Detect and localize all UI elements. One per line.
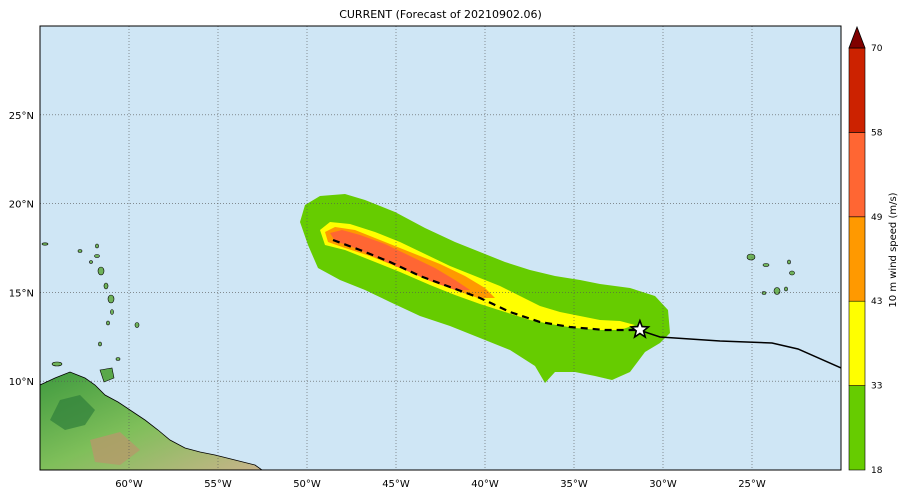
colorbar-segments (848, 47, 866, 471)
latitude-tick-labels: 25°N 20°N 15°N 10°N (9, 111, 34, 388)
map-title: CURRENT (Forecast of 20210902.06) (339, 8, 542, 21)
colorbar-segment (848, 385, 866, 471)
colorbar: 18 33 43 49 58 70 10 m wind speed (m/s) (848, 25, 899, 476)
colorbar-tick-label: 18 (871, 466, 883, 476)
longitude-tick-label: 25°W (738, 479, 766, 490)
longitude-tick-label: 35°W (560, 479, 588, 490)
colorbar-label: 10 m wind speed (m/s) (888, 192, 899, 307)
trinidad-island (99, 367, 115, 383)
colorbar-tick-label: 33 (871, 382, 882, 392)
wind-swath (300, 194, 670, 383)
colorbar-tick-label: 58 (871, 128, 883, 138)
forecast-track (332, 238, 639, 332)
colorbar-segment (848, 47, 866, 133)
cape-verde-islands (746, 253, 795, 295)
colorbar-tick-label: 43 (871, 297, 882, 307)
map-frame (39, 25, 842, 471)
longitude-tick-label: 45°W (382, 479, 410, 490)
grid-lines (40, 26, 841, 470)
latitude-tick-label: 15°N (9, 288, 34, 299)
past-track (638, 329, 841, 369)
land-patch-brown (90, 432, 140, 465)
longitude-tick-labels: 60°W 55°W 50°W 45°W 40°W 35°W 30°W 25°W (115, 479, 766, 490)
swath-49-58-band (330, 230, 470, 290)
colorbar-extend-triangle (848, 25, 866, 49)
colorbar-tick-label: 49 (871, 213, 883, 223)
colorbar-segment (848, 132, 866, 218)
longitude-tick-label: 40°W (471, 479, 499, 490)
colorbar-tick-label: 70 (871, 44, 883, 54)
latitude-tick-label: 25°N (9, 111, 34, 122)
longitude-tick-label: 55°W (204, 479, 232, 490)
latitude-tick-label: 20°N (9, 200, 34, 211)
land-patch-dark (50, 395, 95, 430)
current-position-star-icon (629, 318, 651, 339)
longitude-tick-label: 50°W (293, 479, 321, 490)
colorbar-tick-labels: 18 33 43 49 58 70 (871, 44, 883, 476)
longitude-tick-label: 60°W (115, 479, 143, 490)
lesser-antilles-islands (41, 242, 140, 367)
colorbar-segment (848, 216, 866, 302)
latitude-tick-label: 10°N (9, 377, 34, 388)
colorbar-segment (848, 300, 866, 386)
longitude-tick-label: 30°W (649, 479, 677, 490)
